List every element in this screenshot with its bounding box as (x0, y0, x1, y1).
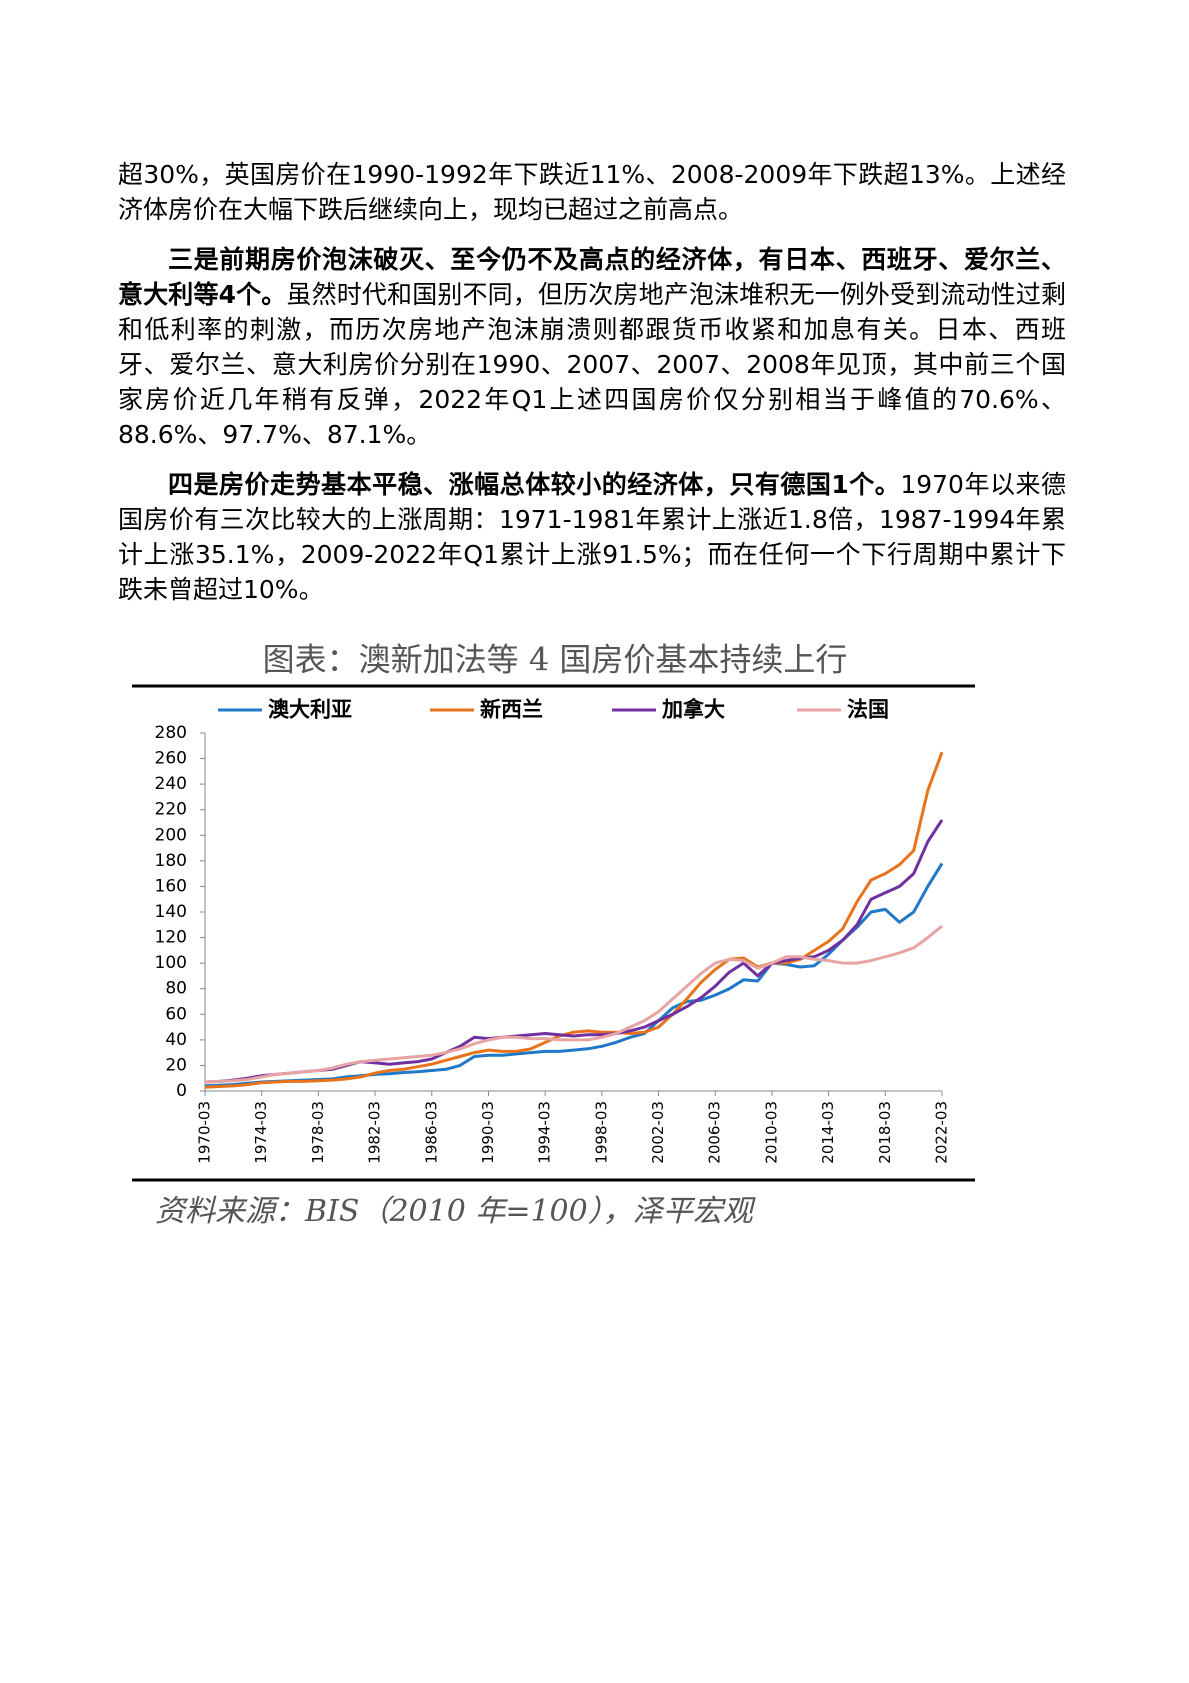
y-tick-label: 20 (165, 1055, 187, 1075)
y-tick-label: 200 (155, 825, 187, 845)
y-tick-label: 0 (176, 1081, 187, 1101)
y-tick-label: 80 (165, 979, 187, 999)
source-note: 资料来源：BIS（2010 年=100），泽平宏观 (155, 1194, 756, 1229)
y-tick-label: 220 (155, 800, 187, 820)
y-tick-label: 100 (155, 953, 187, 973)
body-text: 超30%，英国房价在1990-1992年下跌近11%、2008-2009年下跌超… (118, 157, 1066, 622)
x-tick-label: 1982-03 (366, 1101, 384, 1164)
x-tick-label: 2022-03 (933, 1101, 951, 1164)
y-tick-label: 140 (155, 902, 187, 922)
text-run: 虽然时代和国别不同，但历次房地产泡沫堆积无一例外受到流动性过剩和低利率的刺激，而… (118, 280, 1066, 449)
x-tick-label: 1994-03 (536, 1101, 554, 1164)
y-tick-label: 280 (155, 723, 187, 743)
x-tick-label: 2018-03 (876, 1101, 894, 1164)
x-tick-label: 2002-03 (649, 1101, 667, 1164)
bold-run: 三是前期房价泡沫破灭、至今仍不及高点的经济体，有日本、西班牙、爱尔兰、意大利等4… (118, 245, 1066, 309)
x-tick-label: 1974-03 (252, 1101, 270, 1164)
y-tick-label: 40 (165, 1030, 187, 1050)
chart-title: 图表：澳新加法等 4 国房价基本持续上行 (263, 641, 848, 679)
series-line (204, 751, 944, 1089)
x-tick-label: 2014-03 (819, 1101, 837, 1164)
legend-label: 新西兰 (480, 697, 543, 722)
legend-label: 加拿大 (661, 697, 725, 722)
y-tick-label: 240 (155, 774, 187, 794)
text-run: 1970年以来德国房价有三次比较大的上涨周期：1971-1981年累计上涨近1.… (118, 470, 1066, 604)
x-tick-label: 1978-03 (309, 1101, 327, 1164)
y-tick-label: 180 (155, 851, 187, 871)
x-tick-label: 1998-03 (592, 1101, 610, 1164)
paragraph: 三是前期房价泡沫破灭、至今仍不及高点的经济体，有日本、西班牙、爱尔兰、意大利等4… (118, 242, 1066, 452)
x-tick-label: 1986-03 (422, 1101, 440, 1164)
text-run: 超30%，英国房价在1990-1992年下跌近11%、2008-2009年下跌超… (118, 160, 1066, 224)
y-tick-label: 260 (155, 749, 187, 769)
legend-label: 法国 (847, 697, 889, 722)
series-line (204, 862, 944, 1088)
x-tick-label: 1990-03 (479, 1101, 497, 1164)
paragraph: 超30%，英国房价在1990-1992年下跌近11%、2008-2009年下跌超… (118, 157, 1066, 227)
legend-label: 澳大利亚 (268, 697, 352, 722)
x-tick-label: 1970-03 (196, 1101, 214, 1164)
bold-run: 四是房价走势基本平稳、涨幅总体较小的经济体，只有德国1个。 (168, 470, 901, 499)
x-tick-label: 2010-03 (762, 1101, 780, 1164)
y-tick-label: 60 (165, 1004, 187, 1024)
paragraph: 四是房价走势基本平稳、涨幅总体较小的经济体，只有德国1个。1970年以来德国房价… (118, 467, 1066, 607)
y-tick-label: 160 (155, 876, 187, 896)
series-line (204, 924, 943, 1084)
x-tick-label: 2006-03 (706, 1101, 724, 1164)
y-tick-label: 120 (155, 928, 187, 948)
